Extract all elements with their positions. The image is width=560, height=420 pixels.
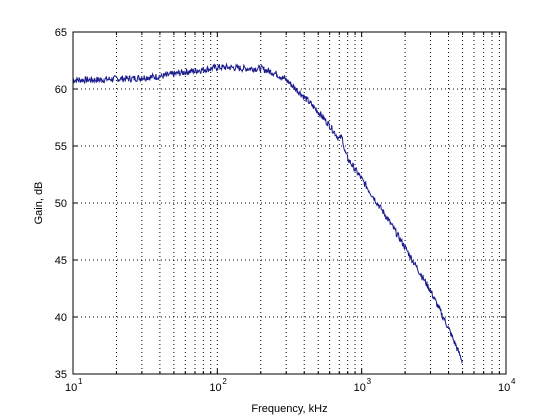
x-axis-label: Frequency, kHz [251,403,327,415]
y-tick-label: 40 [55,312,67,324]
y-tick-label: 60 [55,84,67,96]
x-tick-base: 10 [209,382,221,394]
y-tick-labels: 35 40 45 50 55 60 65 [55,27,67,381]
y-tick-label: 55 [55,141,67,153]
y-tick-label: 65 [55,27,67,39]
x-tick-base: 10 [65,382,77,394]
y-tick-label: 45 [55,255,67,267]
ticks [73,31,506,375]
x-tick-exponent: 1 [78,377,83,386]
x-tick-label: 101 [65,377,83,394]
y-axis-label: Gain, dB [33,182,45,225]
y-tick-label: 35 [55,369,67,381]
series-group [72,62,463,364]
x-tick-exponent: 2 [222,377,227,386]
x-tick-exponent: 3 [367,377,372,386]
x-tick-exponent: 4 [511,377,516,386]
x-tick-base: 10 [498,382,510,394]
x-tick-label: 102 [209,377,227,394]
x-tick-label: 103 [354,377,372,394]
x-tick-label: 104 [498,377,516,394]
y-tick-label: 50 [55,198,67,210]
x-tick-base: 10 [354,382,366,394]
grid [73,32,506,374]
gain-series-line [72,62,463,364]
